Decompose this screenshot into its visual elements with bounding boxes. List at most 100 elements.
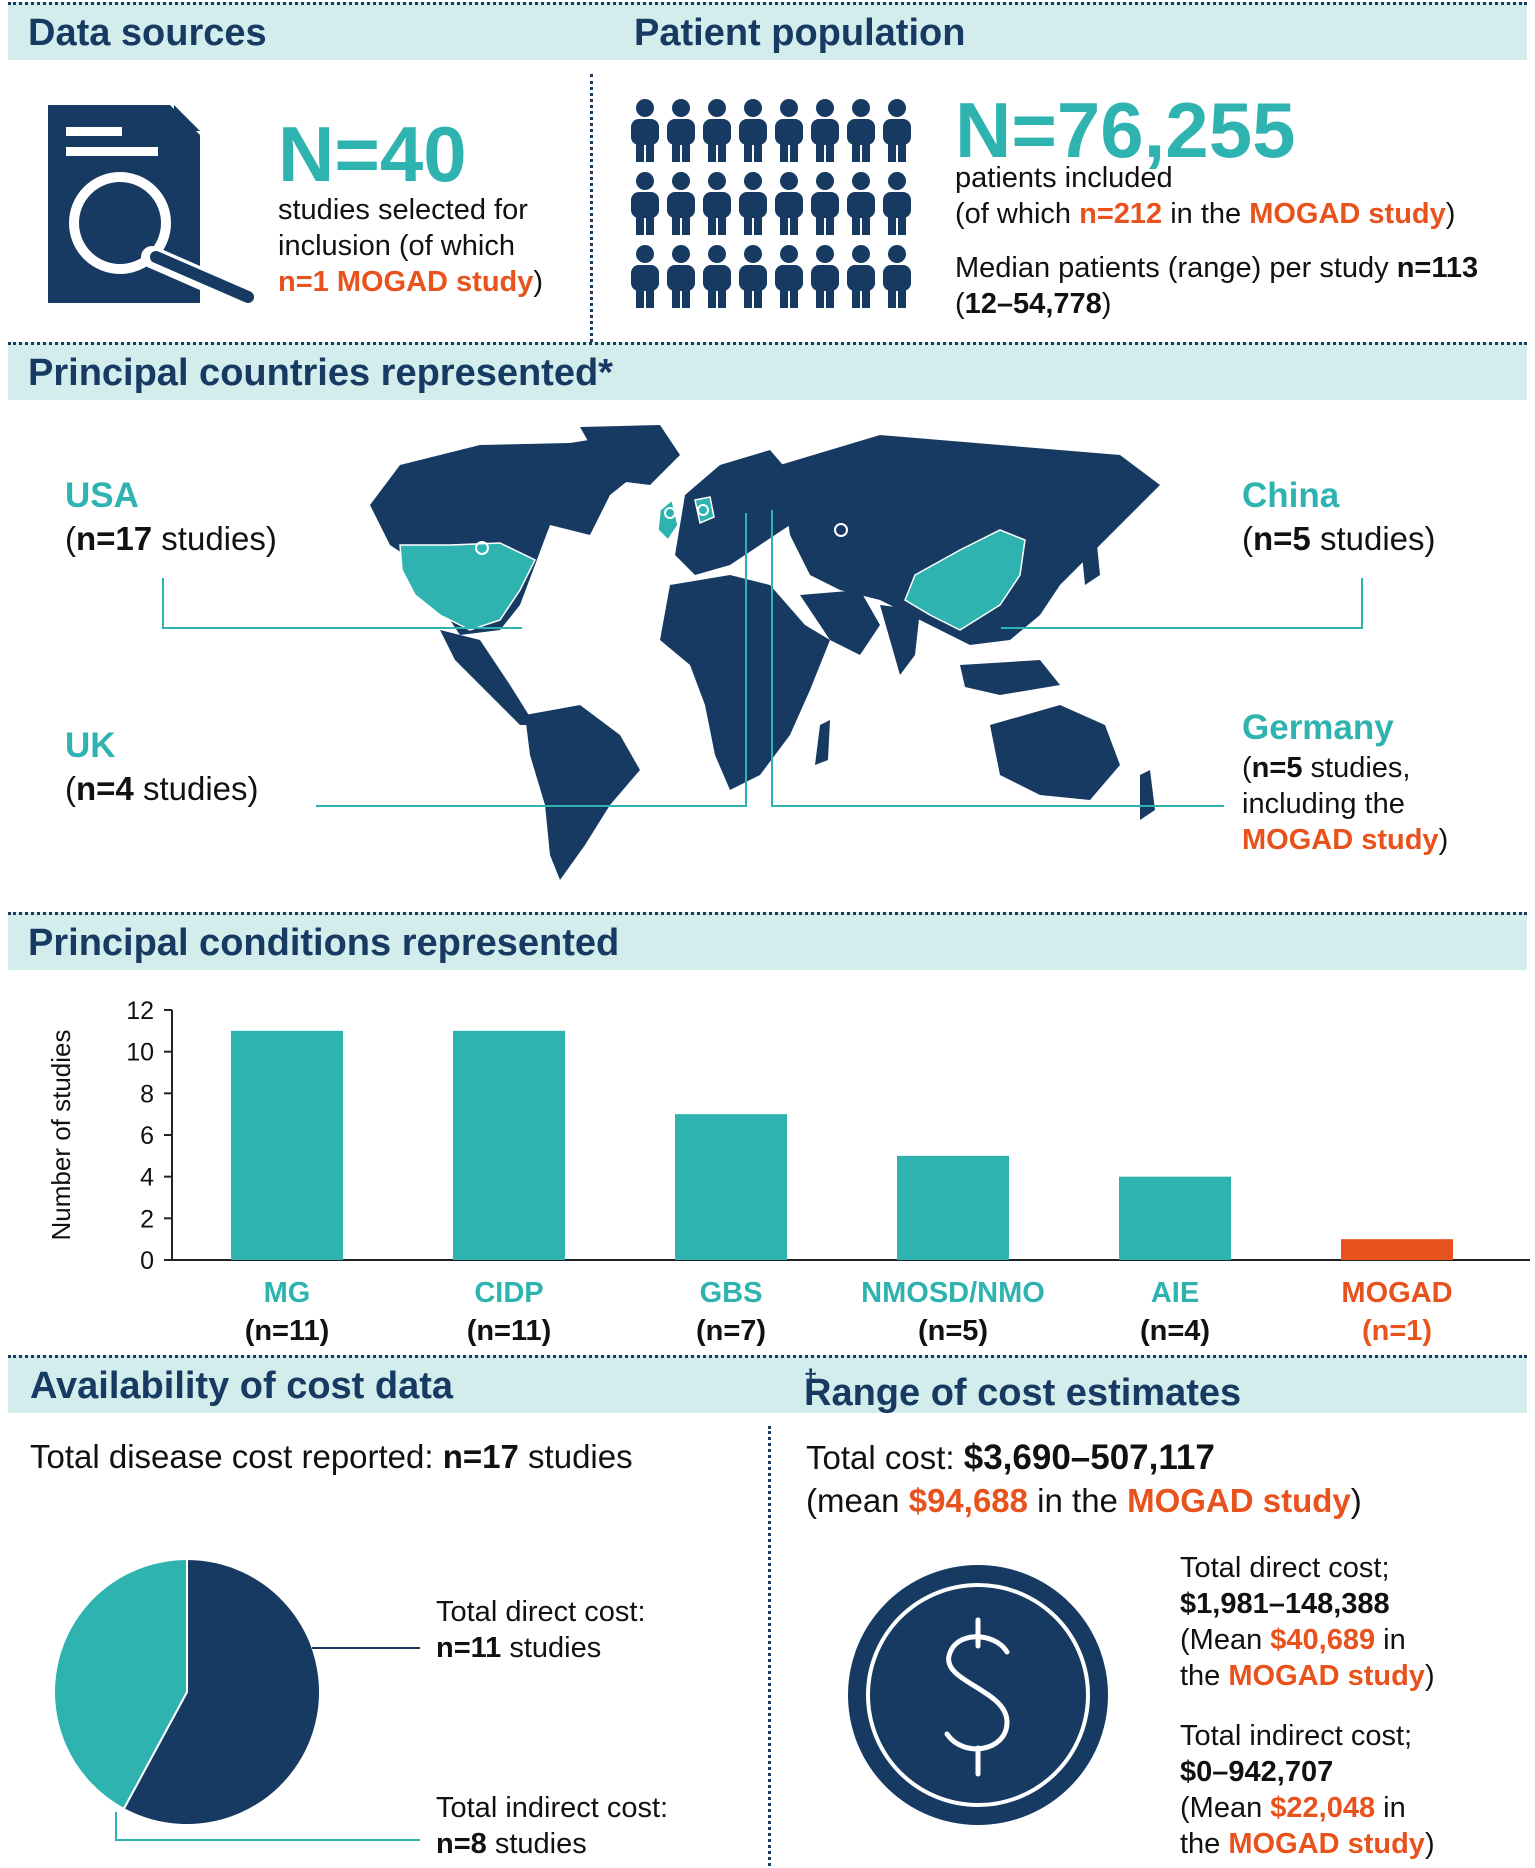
- uk-count: (n=4 studies): [65, 770, 259, 808]
- category-label: NMOSD/NMO: [861, 1277, 1045, 1309]
- document-search-icon: [48, 105, 254, 305]
- pie-slice-indirect: [53, 1557, 188, 1811]
- y-tick-label: 8: [140, 1080, 154, 1108]
- text: (: [65, 770, 76, 807]
- germany-count: (n=5 studies,: [1242, 750, 1410, 786]
- countries-title: Principal countries represented*: [28, 352, 613, 394]
- y-tick-label: 0: [140, 1247, 154, 1275]
- direct-cost-title: Total direct cost;: [1180, 1552, 1390, 1584]
- text: in: [1375, 1792, 1406, 1824]
- text: studies: [501, 1632, 602, 1664]
- total-n: n=17: [442, 1438, 519, 1475]
- bar-cidp: [453, 1030, 565, 1260]
- text: ): [1438, 824, 1449, 856]
- indirect-n: n=8: [436, 1828, 487, 1860]
- cost-range-title-text: Range of cost estimates: [804, 1372, 1242, 1414]
- y-tick-label: 12: [126, 997, 154, 1025]
- text: (: [65, 520, 76, 557]
- person-icon: [667, 245, 695, 308]
- usa-line: [162, 578, 522, 629]
- cost-pie-chart: [53, 1557, 420, 1841]
- y-tick-label: 2: [140, 1205, 154, 1233]
- world-map-icon: [370, 425, 1160, 880]
- close-paren: ): [533, 266, 544, 298]
- usa-n: n=17: [76, 520, 153, 557]
- person-icon: [847, 245, 875, 308]
- median-line: Median patients (range) per study n=113: [955, 250, 1478, 286]
- indirect-leader-line: [115, 1812, 420, 1841]
- person-icon: [667, 172, 695, 235]
- y-tick-label: 10: [126, 1039, 154, 1067]
- text: ): [1101, 288, 1112, 320]
- mogad-patient-count: n=212: [1079, 198, 1163, 230]
- mogad-label: MOGAD study: [1228, 1828, 1425, 1860]
- conditions-bar-chart: 0 2 4 6 8 10 12 Number of studies MG (n=11) CIDP (n…: [46, 997, 1530, 1347]
- median-value: n=113: [1396, 252, 1479, 284]
- text: studies: [486, 1828, 587, 1860]
- person-icon: [631, 99, 659, 162]
- direct-cost-range: $1,981–148,388: [1180, 1588, 1390, 1620]
- indirect-cost-mogad: the MOGAD study): [1180, 1826, 1435, 1862]
- text: ): [1445, 198, 1456, 230]
- patient-population-title: Patient population: [634, 12, 966, 54]
- indirect-cost-title: Total indirect cost;: [1180, 1720, 1413, 1752]
- range-line: (12–54,778): [955, 286, 1111, 322]
- header-bar-top: Data sources Patient population: [8, 2, 1527, 60]
- total-disease-cost: Total disease cost reported: n=17 studie…: [30, 1438, 633, 1476]
- person-icon: [811, 172, 839, 235]
- person-icon: [703, 245, 731, 308]
- germany-highlight: [694, 496, 715, 525]
- text: in the: [1162, 198, 1250, 230]
- bar-gbs: [675, 1114, 787, 1260]
- indirect-cost-count: n=8 studies: [436, 1826, 587, 1862]
- person-icon: [703, 172, 731, 235]
- person-icon: [631, 245, 659, 308]
- mogad-label: MOGAD study: [1127, 1482, 1351, 1519]
- text: studies): [1310, 520, 1436, 557]
- header-bar-cost: Availability of cost data Range of cost …: [8, 1355, 1527, 1414]
- text: ): [1424, 1660, 1435, 1692]
- person-icon: [775, 99, 803, 162]
- direct-cost-mean: (Mean $40,689 in: [1180, 1622, 1406, 1658]
- china-n: n=5: [1253, 520, 1311, 557]
- studies-line1: studies selected for: [278, 194, 528, 226]
- mogad-label: MOGAD study: [1249, 198, 1446, 230]
- category-count-label: (n=1): [1362, 1315, 1432, 1347]
- mogad-label: MOGAD study: [1228, 1660, 1425, 1692]
- category-label: MOGAD: [1341, 1277, 1452, 1309]
- y-tick-label: 6: [140, 1122, 154, 1150]
- mogad-study-count: n=1 MOGAD study: [278, 266, 534, 298]
- person-icon: [883, 172, 911, 235]
- callout-lines: [162, 510, 1363, 807]
- dagger-mark: †: [804, 1365, 818, 1392]
- header-bar-countries: Principal countries represented*: [8, 342, 1527, 400]
- pie-slice-direct: [122, 1557, 321, 1826]
- uk-n: n=4: [76, 770, 134, 807]
- patients-line1: patients included: [955, 162, 1173, 194]
- china-line: [1001, 578, 1363, 629]
- total-cost-line: Total cost: $3,690–507,117: [806, 1438, 1215, 1478]
- usa-count: (n=17 studies): [65, 520, 277, 558]
- person-icon: [775, 245, 803, 308]
- usa-label: USA: [65, 476, 139, 515]
- mean-cost-value: $94,688: [908, 1482, 1029, 1519]
- person-icon: [739, 245, 767, 308]
- person-icon: [739, 99, 767, 162]
- category-count-label: (n=11): [467, 1315, 552, 1347]
- text: (Mean: [1180, 1624, 1271, 1656]
- category-label: AIE: [1151, 1277, 1199, 1309]
- text: ): [1424, 1828, 1435, 1860]
- indirect-cost-range: $0–942,707: [1180, 1756, 1334, 1788]
- usa-highlight: [399, 542, 537, 631]
- mogad-label: MOGAD study: [1242, 824, 1439, 856]
- germany-line: [771, 510, 1224, 807]
- category-count-label: (n=5): [918, 1315, 988, 1347]
- text: in the: [1028, 1482, 1128, 1519]
- text: studies): [152, 520, 277, 557]
- person-icon: [703, 99, 731, 162]
- bar-aie: [1119, 1176, 1231, 1260]
- text: studies,: [1302, 752, 1411, 784]
- text: (Mean: [1180, 1792, 1271, 1824]
- dollar-icon: [848, 1565, 1108, 1825]
- china-highlight: [904, 529, 1026, 631]
